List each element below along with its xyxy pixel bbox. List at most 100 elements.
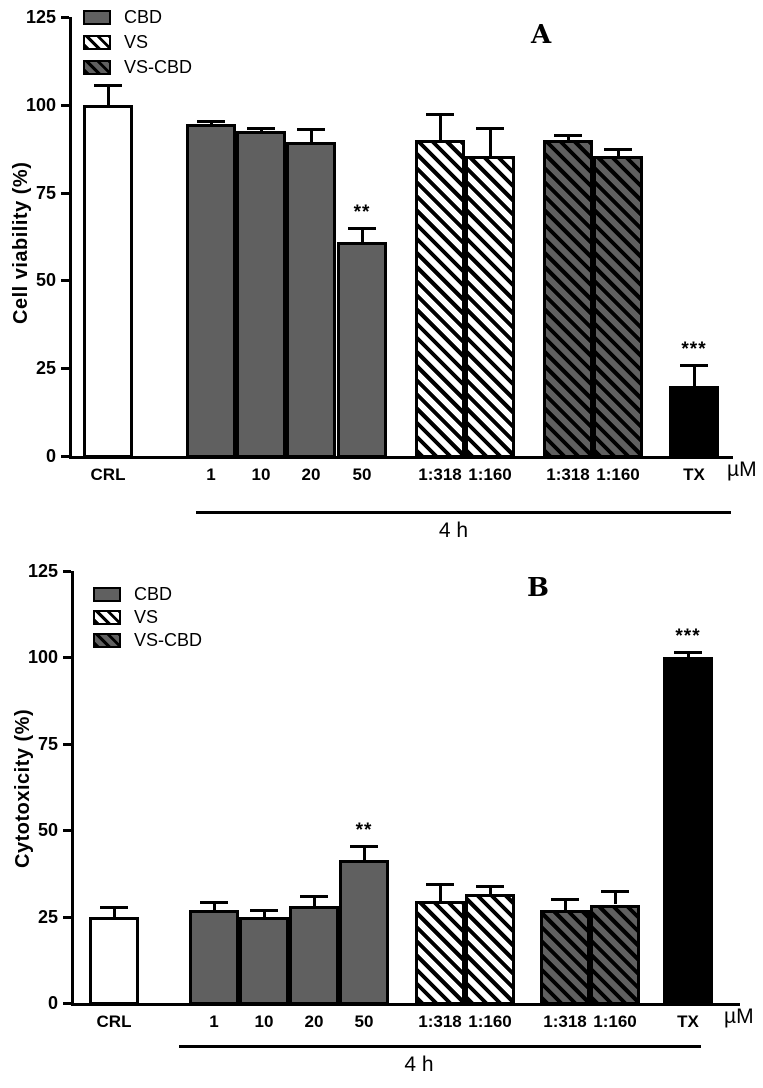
x-tick-label: 50 <box>352 465 372 484</box>
x-tick-label: 1:318 <box>418 465 462 484</box>
x-tick-label: 1:160 <box>593 1012 637 1031</box>
y-axis-line <box>69 17 72 459</box>
error-bar-cap <box>200 900 228 904</box>
bar-VS-CBD-1:318 <box>543 139 593 458</box>
duration-bracket-line-b <box>179 1045 701 1048</box>
y-tick <box>63 1002 71 1005</box>
bar-TX-TX <box>669 385 719 458</box>
error-bar-stem <box>360 227 364 242</box>
legend-swatch-VS-CBD <box>93 632 121 648</box>
x-tick-label: TX <box>677 1012 699 1031</box>
legend-swatch-VS <box>93 609 121 625</box>
bar-VS-1:160 <box>465 894 515 1005</box>
error-bar-cap <box>674 650 702 654</box>
error-bar-stem <box>563 898 567 910</box>
error-bar-stem <box>106 85 110 105</box>
error-bar-stem <box>613 891 617 905</box>
significance-stars: *** <box>681 338 707 360</box>
bar-CBD-20 <box>289 906 339 1005</box>
duration-bracket-line-a <box>196 511 731 514</box>
legend-label: VS <box>134 607 159 627</box>
x-tick-label: 20 <box>301 465 321 484</box>
x-tick-label: 1:318 <box>546 465 590 484</box>
legend-swatch-CBD <box>83 9 111 25</box>
error-bar-cap <box>604 147 632 151</box>
legend-item-VS: VS <box>83 33 148 51</box>
error-bar-stem <box>488 127 492 156</box>
x-unit-label-b: µM <box>724 1005 754 1028</box>
legend-label: VS <box>124 32 149 52</box>
bar-VS-1:160 <box>465 155 515 458</box>
x-tick-label: 1:160 <box>468 465 512 484</box>
x-axis-line <box>71 1003 740 1006</box>
y-tick <box>63 829 71 833</box>
significance-stars: *** <box>675 625 701 647</box>
x-axis-line <box>69 456 733 459</box>
legend-label: VS-CBD <box>124 57 193 77</box>
y-tick <box>61 279 69 283</box>
error-bar-cap <box>297 128 325 132</box>
error-bar-cap <box>197 119 225 123</box>
y-tick-label: 75 <box>37 733 58 754</box>
y-tick <box>63 742 71 746</box>
y-tick-label: 125 <box>27 561 58 581</box>
bar-TX-TX <box>663 657 713 1005</box>
y-tick-label: 25 <box>37 906 58 927</box>
error-bar-stem <box>488 886 492 895</box>
x-tick-label: 1 <box>206 465 216 484</box>
error-bar-cap <box>551 897 579 901</box>
x-tick-label: 1:160 <box>596 465 640 484</box>
legend-item-VS-CBD: VS-CBD <box>83 58 192 76</box>
y-tick <box>61 16 69 19</box>
panel-letter-b: B <box>527 573 549 603</box>
x-tick-label: CRL <box>96 1012 132 1031</box>
error-bar-stem <box>438 884 442 902</box>
bar-VS-1:318 <box>415 901 465 1005</box>
bar-VS-CBD-1:160 <box>593 155 643 458</box>
error-bar-stem <box>686 651 690 658</box>
y-tick <box>63 656 71 660</box>
x-tick-label: 10 <box>254 1012 274 1031</box>
x-tick-label: 10 <box>251 465 271 484</box>
bar-CBD-20 <box>286 141 336 458</box>
bar-CBD-1 <box>189 909 239 1005</box>
legend-swatch-CBD <box>93 586 121 602</box>
bar-CBD-10 <box>236 131 286 458</box>
bar-CBD-1 <box>186 124 236 458</box>
bar-VS-1:318 <box>415 139 465 458</box>
x-tick-label: TX <box>683 465 705 484</box>
x-tick-label: 1:318 <box>418 1012 462 1031</box>
y-tick-label: 100 <box>25 94 56 115</box>
legend-item-VS-CBD: VS-CBD <box>93 631 202 649</box>
y-tick <box>61 191 69 195</box>
y-tick-label: 125 <box>25 7 56 27</box>
x-tick-label: CRL <box>90 465 126 484</box>
y-tick-label: 25 <box>35 358 56 379</box>
error-bar-cap <box>300 894 328 898</box>
legend-swatch-VS <box>83 34 111 50</box>
significance-stars: ** <box>353 201 371 223</box>
error-bar-stem <box>362 845 366 860</box>
y-axis-line <box>71 571 74 1006</box>
legend-label: CBD <box>134 584 173 604</box>
error-bar-stem <box>566 134 570 140</box>
error-bar-stem <box>312 895 316 907</box>
bar-VS-CBD-1:318 <box>540 909 590 1005</box>
x-tick-label: 1 <box>209 1012 219 1031</box>
y-tick-label: 50 <box>35 270 56 291</box>
error-bar-stem <box>616 148 620 156</box>
y-tick-label: 0 <box>45 446 56 466</box>
error-bar-cap <box>680 363 708 367</box>
y-tick-label: 100 <box>27 647 58 668</box>
bar-CRL-CRL <box>83 104 133 458</box>
bar-VS-CBD-1:160 <box>590 904 640 1005</box>
y-tick-label: 75 <box>35 182 56 203</box>
error-bar-cap <box>601 890 629 894</box>
x-tick-label: 1:160 <box>468 1012 512 1031</box>
y-tick <box>61 367 69 371</box>
error-bar-cap <box>250 909 278 913</box>
duration-label-b: 4 h <box>404 1053 434 1076</box>
error-bar-cap <box>426 112 454 116</box>
legend-item-CBD: CBD <box>83 8 162 26</box>
